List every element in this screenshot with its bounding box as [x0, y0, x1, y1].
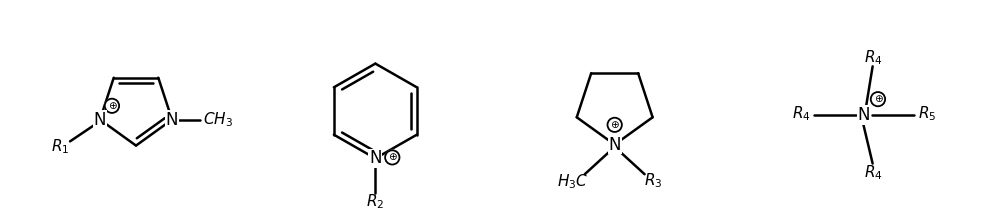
Text: N: N: [94, 111, 106, 129]
Circle shape: [105, 99, 119, 113]
Text: N: N: [858, 106, 870, 124]
Text: $R_2$: $R_2$: [366, 192, 384, 211]
Text: ⊕: ⊕: [388, 153, 397, 162]
Circle shape: [871, 92, 885, 106]
Text: $R_4$: $R_4$: [864, 48, 883, 67]
Text: N: N: [166, 111, 178, 129]
Text: $R_5$: $R_5$: [918, 105, 936, 123]
Text: $R_4$: $R_4$: [792, 105, 811, 123]
Text: $R_4$: $R_4$: [864, 163, 883, 182]
Text: $CH_3$: $CH_3$: [203, 110, 233, 129]
Text: $R_1$: $R_1$: [51, 137, 69, 156]
Text: ⊕: ⊕: [108, 101, 116, 111]
Circle shape: [385, 150, 399, 165]
Text: $R_3$: $R_3$: [644, 172, 663, 190]
Text: N: N: [608, 136, 621, 154]
Text: $H_3C$: $H_3C$: [557, 173, 588, 192]
Text: ⊕: ⊕: [874, 94, 882, 104]
Text: ⊕: ⊕: [610, 120, 619, 130]
Text: N: N: [369, 149, 382, 167]
Circle shape: [608, 118, 622, 132]
